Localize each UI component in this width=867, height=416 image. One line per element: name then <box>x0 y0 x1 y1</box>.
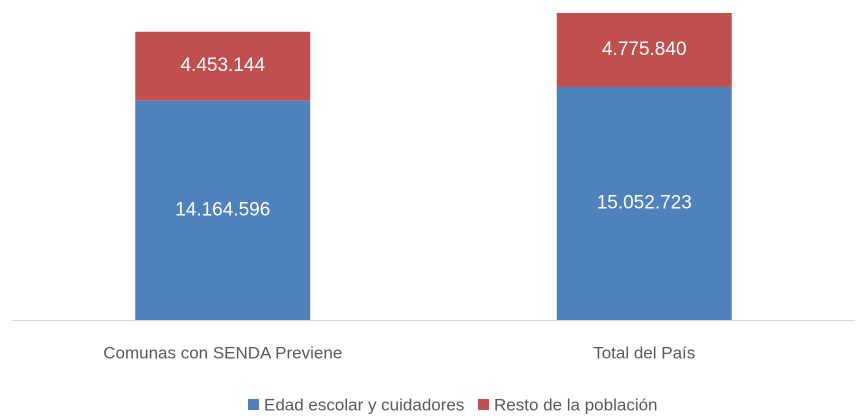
data-label: 4.775.840 <box>602 39 687 60</box>
bar-segment <box>135 31 311 101</box>
legend-swatch <box>478 399 489 410</box>
x-tick-label: Comunas con SENDA Previene <box>103 343 342 362</box>
legend-swatch <box>248 399 259 410</box>
data-label: 4.453.144 <box>180 55 265 76</box>
legend-label: Resto de la población <box>494 395 658 414</box>
data-label: 14.164.596 <box>175 199 270 220</box>
data-label: 15.052.723 <box>597 192 692 213</box>
legend-label: Edad escolar y cuidadores <box>264 395 464 414</box>
bar-segment <box>556 13 732 87</box>
x-tick-label: Total del País <box>593 343 695 362</box>
bar-segment <box>556 86 732 321</box>
bar-segment <box>135 100 311 320</box>
